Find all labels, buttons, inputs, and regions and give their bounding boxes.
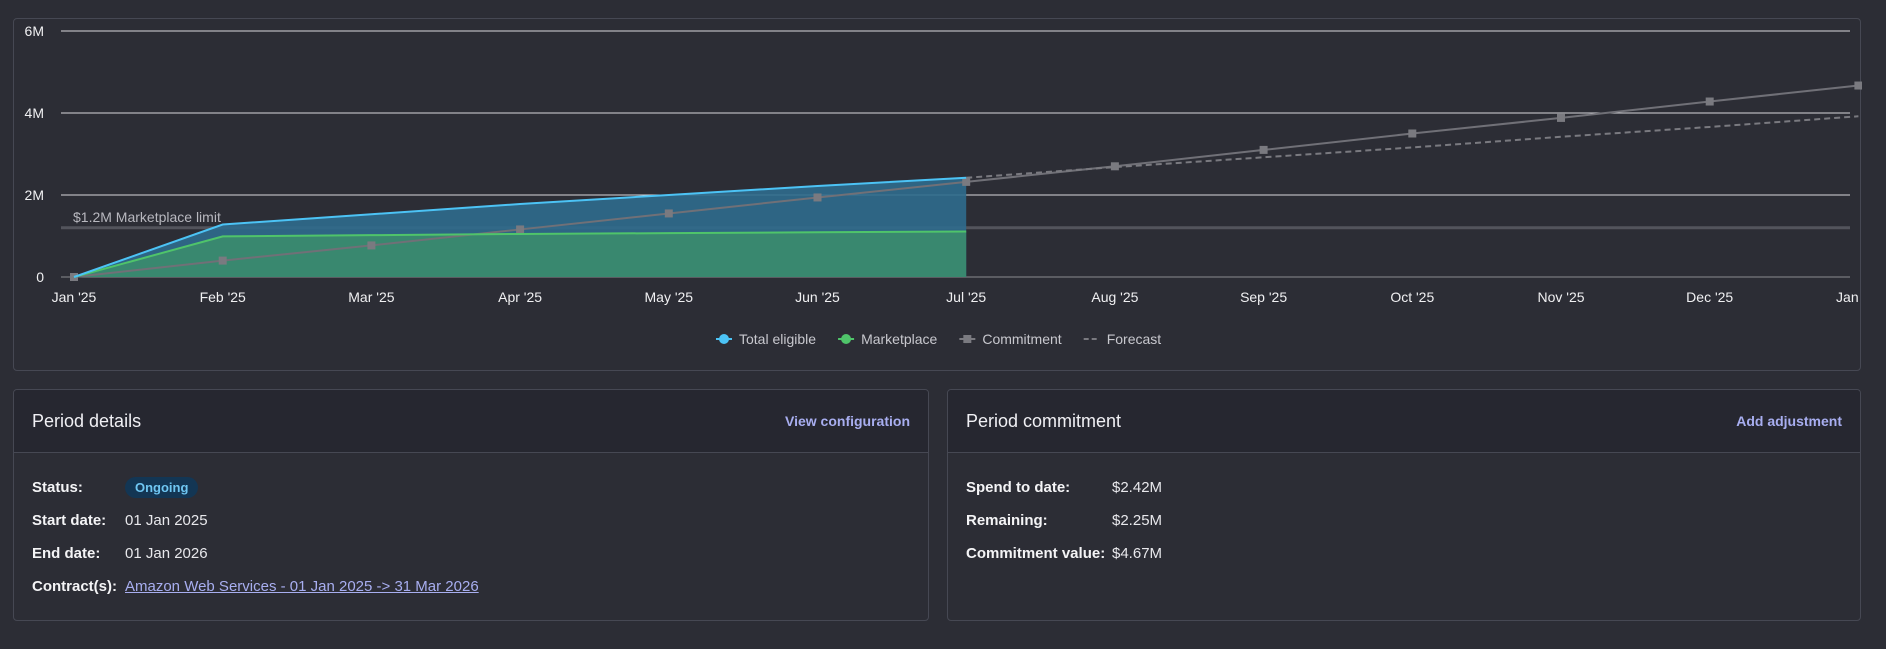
start-date-label: Start date:: [32, 512, 107, 529]
period-details-panel: Period details View configuration Status…: [13, 389, 929, 621]
spend-chart: 0 2M 4M 6M $1.2M Marketplace limit Jan '25 Feb…: [25, 23, 1862, 347]
period-details-title: Period details: [32, 410, 142, 431]
legend-commitment-square: [963, 335, 972, 343]
marketplace-area: [74, 231, 967, 277]
commitment-point: [1110, 162, 1119, 171]
status-label: Status:: [32, 479, 83, 496]
commitment-point: [516, 225, 525, 234]
x-tick-label: Apr '25: [498, 289, 542, 305]
remaining-value: $2.25M: [1112, 512, 1163, 529]
remaining-row: Remaining: $2.25M: [966, 504, 1842, 537]
x-tick-label: Sep '25: [1240, 289, 1287, 305]
x-tick-label: Aug '25: [1091, 289, 1138, 305]
status-row: Status: Ongoing: [32, 471, 910, 504]
y-tick-label: 2M: [25, 187, 44, 203]
x-tick-label: Mar '25: [348, 289, 394, 305]
total-eligible-line: [73, 176, 967, 278]
x-tick-label: May '25: [645, 289, 694, 305]
x-tick-label: Jan '26: [1836, 289, 1862, 305]
status-badge: Ongoing: [125, 477, 199, 498]
commitment-value-row: Commitment value: $4.67M: [966, 537, 1842, 570]
marketplace-line: [73, 230, 967, 278]
spend-row: Spend to date: $2.42M: [966, 471, 1842, 504]
marketplace-limit-label: $1.2M Marketplace limit: [73, 209, 221, 225]
end-date-row: End date: 01 Jan 2026: [32, 537, 910, 570]
y-tick-label: 4M: [25, 105, 44, 121]
legend-label: Marketplace: [861, 331, 937, 347]
x-tick-label: Oct '25: [1390, 289, 1434, 305]
y-tick-label: 0: [36, 269, 44, 285]
contract-link[interactable]: Amazon Web Services - 01 Jan 2025 -> 31 …: [125, 578, 479, 595]
x-tick-label: Nov '25: [1537, 289, 1584, 305]
y-tick-label: 6M: [25, 23, 44, 39]
commitment-point: [962, 177, 971, 186]
start-date-value: 01 Jan 2025: [125, 512, 208, 529]
x-tick-label: Dec '25: [1686, 289, 1733, 305]
x-tick-label: Jul '25: [946, 289, 986, 305]
spend-label: Spend to date:: [966, 479, 1071, 496]
x-tick-label: Jan '25: [52, 289, 97, 305]
commitment-point: [367, 241, 376, 250]
commitment-point: [813, 193, 822, 202]
contracts-label: Contract(s):: [32, 578, 117, 595]
add-adjustment-button[interactable]: Add adjustment: [1736, 413, 1842, 429]
commitment-point: [1259, 145, 1268, 154]
legend-label: Commitment: [982, 331, 1061, 347]
period-details-header: Period details View configuration: [14, 390, 928, 453]
end-date-value: 01 Jan 2026: [125, 545, 208, 562]
view-configuration-button[interactable]: View configuration: [785, 413, 910, 429]
legend-marketplace-dot: [841, 334, 852, 344]
commitment-point: [1854, 81, 1862, 90]
commitment-point: [1705, 97, 1714, 106]
period-commitment-header: Period commitment Add adjustment: [948, 390, 1860, 453]
spend-chart-card: 0 2M 4M 6M $1.2M Marketplace limit Jan '25 Feb…: [13, 18, 1862, 371]
remaining-label: Remaining:: [966, 512, 1048, 529]
legend-label: Forecast: [1107, 331, 1162, 347]
forecast-line: [966, 115, 1859, 179]
period-commitment-panel: Period commitment Add adjustment Spend t…: [947, 389, 1861, 621]
legend-label: Total eligible: [739, 331, 816, 347]
legend-total-eligible-dot: [719, 334, 729, 344]
spend-value: $2.42M: [1112, 479, 1163, 496]
x-tick-label: Feb '25: [200, 289, 246, 305]
commitment-value-label: Commitment value:: [966, 545, 1106, 562]
x-tick-label: Jun '25: [795, 289, 840, 305]
contracts-row: Contract(s): Amazon Web Services - 01 Ja…: [32, 570, 910, 603]
commitment-point: [1408, 129, 1417, 138]
period-commitment-title: Period commitment: [966, 410, 1122, 431]
commitment-point: [664, 209, 673, 218]
end-date-label: End date:: [32, 545, 101, 562]
commitment-point: [1557, 113, 1565, 122]
commitment-value: $4.67M: [1112, 545, 1163, 562]
start-date-row: Start date: 01 Jan 2025: [32, 504, 910, 537]
commitment-point: [218, 256, 227, 265]
